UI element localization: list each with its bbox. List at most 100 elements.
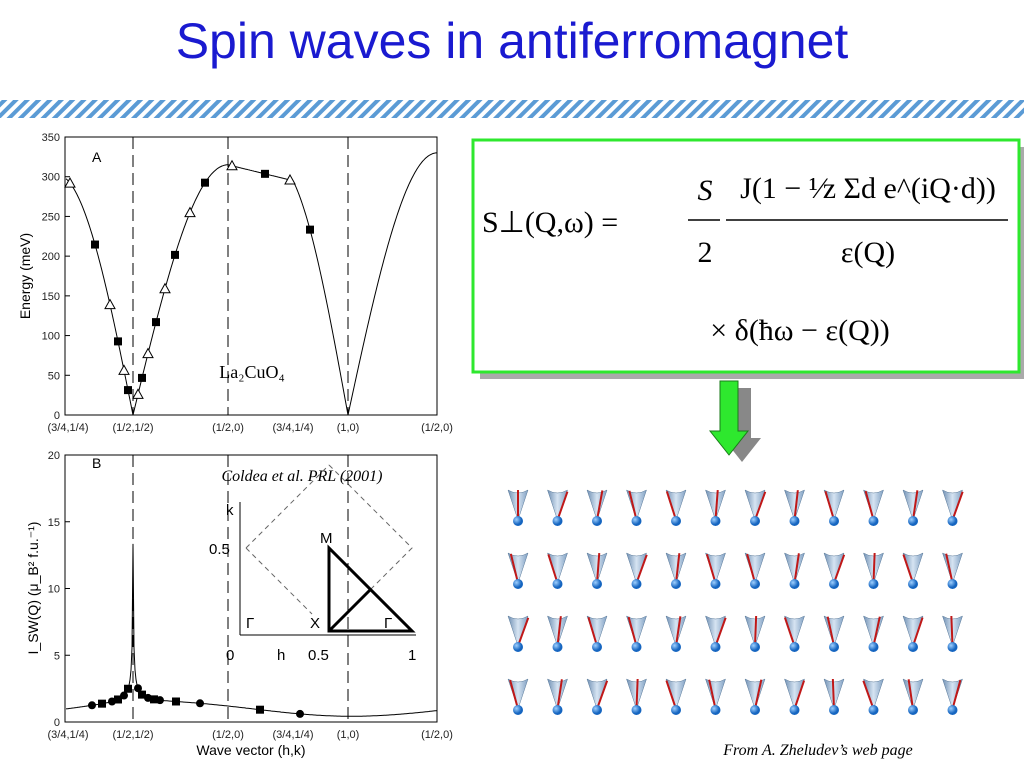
spin [863,552,884,589]
spin [942,489,964,526]
atom [868,705,879,715]
cone [902,678,924,710]
atom [592,516,602,526]
spin [784,489,805,526]
spin [705,615,727,652]
spin-arrow [714,617,727,647]
marker [88,701,96,710]
y-tick-label: 150 [42,291,60,303]
spin [823,615,845,652]
marker [118,364,130,375]
cone [942,678,963,710]
spin [507,615,530,652]
atom [552,579,563,589]
cone [705,615,726,647]
cone [665,489,687,521]
spin [744,615,766,652]
inset-tick: 1 [408,647,416,664]
spin-arrow [509,553,519,584]
spin [586,552,608,589]
atom [908,516,918,526]
spin-arrow [754,615,758,647]
cone [705,552,726,584]
spin-arrow [547,554,559,584]
marker [196,699,204,708]
spin-arrow [517,617,530,647]
cone [784,615,805,647]
spin-arrow [627,616,638,647]
spin-arrow [746,553,756,584]
marker [104,298,116,310]
inset-point: Γ [246,615,254,632]
spin [902,489,924,526]
panel-b: B I_SW(Q) (μ_B² f.u.⁻¹) Wave vector (h,k… [25,450,453,758]
panel-a: A Energy (meV) La₂CuO₄ 0 50 100 150 200 250 30… [17,132,453,434]
x-axis-label: Wave vector (h,k) [196,742,305,758]
spin [547,489,569,526]
inset-point: X [310,615,320,632]
x-tick-label: (1,0) [337,729,360,741]
spin-arrow [864,490,875,521]
atom [868,516,879,526]
formula-line: × δ(ħω − ε(Q)) [710,314,889,347]
y-tick-label: 0 [54,717,60,729]
inset: k 0.5 h 0 0.5 1 Γ X M Γ [209,464,416,664]
atom [671,516,681,526]
inset-point: Γ [384,615,392,632]
spin-lattice [507,489,964,715]
atom [710,705,721,715]
cone [586,678,608,710]
atom [671,705,681,715]
atom [789,579,800,589]
cone [902,615,924,647]
spin-arrow [945,553,954,584]
marker [184,206,196,218]
x-tick-label: (1,0) [337,422,360,434]
atom [789,516,800,526]
spin [547,615,568,652]
y-tick-label: 300 [42,172,60,184]
spin [942,615,963,652]
y-tick-label: 50 [48,370,60,382]
frame [64,454,438,723]
y-tick-label: 350 [42,132,60,144]
inset-axis-label: h [277,647,285,664]
atom [829,705,839,715]
atom [710,516,721,526]
marker [142,347,154,359]
spin [705,678,726,715]
spin [784,678,806,715]
spin-arrow [951,679,962,710]
y-tick-label: 200 [42,251,60,263]
y-tick-label: 15 [48,517,60,529]
marker [261,169,269,178]
spin [507,489,529,526]
spin [823,552,846,589]
spin-arrow [912,490,919,521]
formula-denominator: ε(Q) [841,236,895,269]
x-tick-label: (1/2,0) [421,729,453,741]
marker [138,690,146,699]
spin-arrow [754,491,767,521]
marker [171,250,179,259]
atom [631,579,642,589]
atom [552,705,563,715]
formula-box [471,138,1021,374]
arrow [708,380,750,456]
cone [784,678,805,710]
spin-arrow [708,679,717,710]
y-tick-label: 5 [54,650,60,662]
slide-title: Spin waves in antiferromagnet [176,13,849,69]
atom [552,516,563,526]
atom [868,579,879,589]
formula-part: 2 [698,236,713,269]
cone [547,678,568,710]
spin [665,615,687,652]
spin-arrow [556,491,569,521]
atom [513,579,523,589]
inset-tick: 0.5 [209,541,230,558]
spin-arrow [714,490,719,521]
spin [626,678,647,715]
spin [823,678,845,715]
